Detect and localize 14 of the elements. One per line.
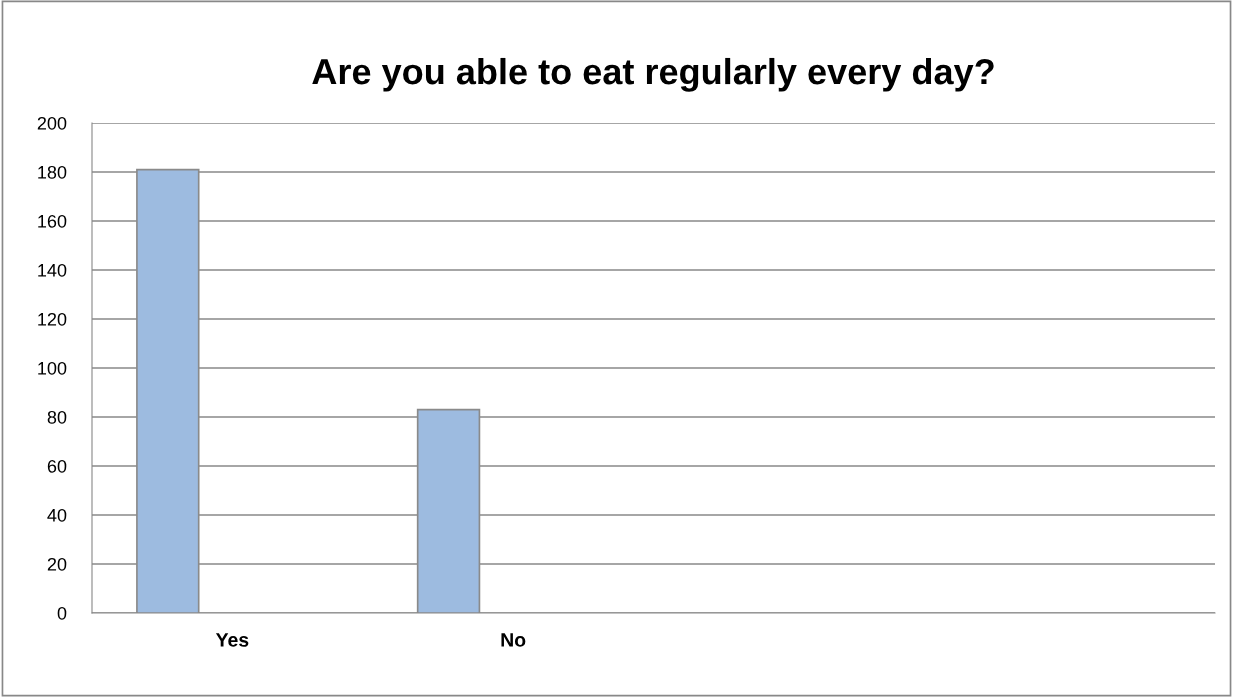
y-tick-label: 200	[37, 116, 67, 130]
y-tick-label: 160	[38, 214, 67, 228]
y-tick-label: 140	[38, 263, 67, 277]
y-tick-label: 0	[57, 606, 67, 620]
y-tick-label: 20	[47, 557, 67, 571]
y-tick-label: 80	[47, 410, 67, 424]
y-tick-label: 180	[38, 165, 67, 179]
x-tick-label: No	[501, 633, 526, 647]
y-tick-label: 100	[38, 361, 67, 375]
chart-title: Are you able to eat regularly every day?	[312, 57, 994, 92]
y-tick-label: 40	[47, 508, 67, 522]
x-tick-label: Yes	[215, 633, 249, 647]
y-tick-label: 120	[38, 312, 67, 326]
y-tick-label: 60	[47, 459, 67, 473]
